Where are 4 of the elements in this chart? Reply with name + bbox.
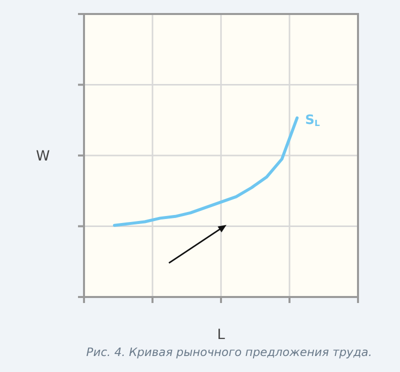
- series-label: S$_{L}$: [305, 112, 320, 128]
- y-axis-title: W: [36, 148, 50, 164]
- text: Рис. 4. Кривая рыночного предложения труда.: [86, 345, 372, 359]
- x-axis-title: L: [217, 327, 226, 343]
